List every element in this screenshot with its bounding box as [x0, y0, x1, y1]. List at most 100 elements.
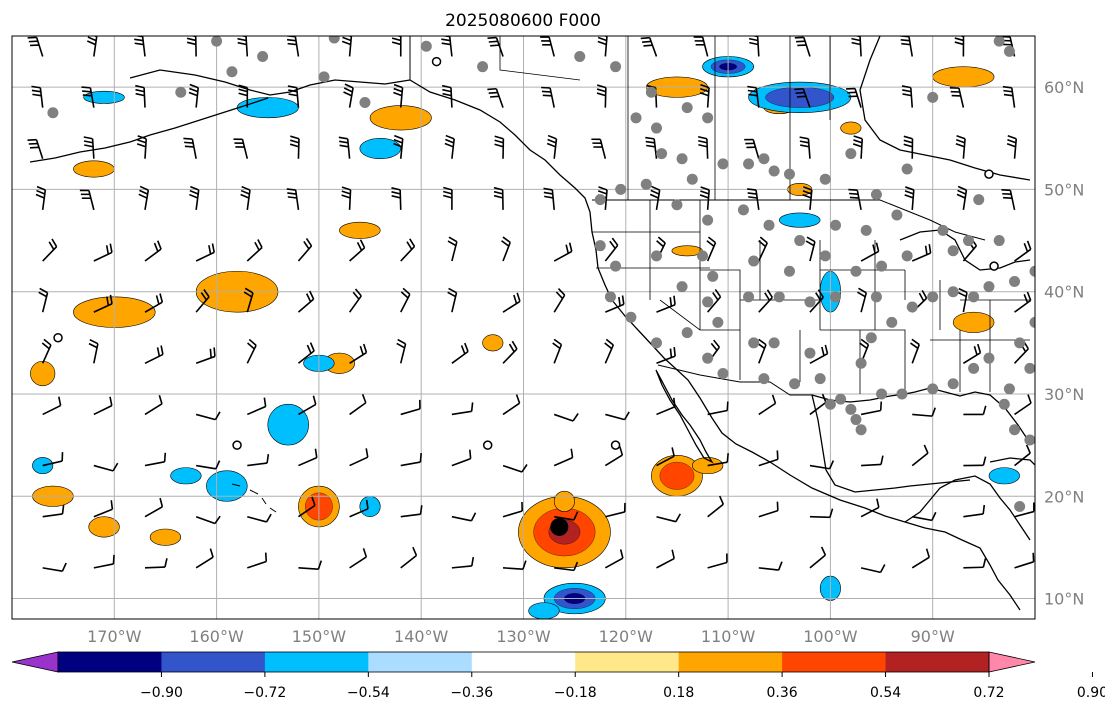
- barb-feather: [1003, 89, 1013, 93]
- barb-staff: [451, 565, 472, 569]
- barb-feather: [597, 190, 607, 195]
- barb-feather: [61, 504, 65, 515]
- barb-feather: [341, 194, 351, 199]
- wind-barb: [341, 186, 352, 210]
- us-canada-border: [592, 199, 986, 241]
- barb-feather: [672, 397, 676, 407]
- wind-barb: [349, 239, 366, 262]
- longitude-label: 110°W: [701, 627, 756, 646]
- barb-feather: [241, 185, 251, 191]
- barb-feather: [215, 460, 221, 470]
- barb-feather: [604, 342, 613, 350]
- station-dot: [702, 352, 714, 364]
- barb-feather: [448, 287, 457, 294]
- barb-feather: [209, 548, 214, 558]
- barb-feather: [189, 83, 199, 89]
- barb-feather: [303, 241, 310, 250]
- barb-feather: [290, 139, 300, 144]
- barb-feather: [87, 36, 97, 42]
- wind-barb: [451, 556, 475, 569]
- wind-barb: [744, 138, 760, 159]
- station-dot: [768, 337, 780, 349]
- barb-feather: [795, 91, 805, 95]
- wind-barb: [758, 450, 779, 467]
- barb-feather: [821, 346, 825, 356]
- barb-feather: [956, 135, 966, 140]
- calm-wind-circle: [232, 440, 242, 450]
- station-dot: [604, 291, 616, 303]
- barb-staff: [195, 515, 216, 525]
- station-dot: [789, 378, 801, 390]
- station-dot: [998, 398, 1010, 410]
- barb-feather: [159, 497, 164, 508]
- wind-barb: [42, 562, 67, 572]
- barb-staff: [93, 404, 113, 416]
- wind-barb: [135, 84, 146, 108]
- barb-staff: [195, 413, 216, 421]
- barb-feather: [493, 190, 503, 195]
- barb-staff: [93, 508, 113, 518]
- wind-barb: [1002, 85, 1016, 108]
- station-dot: [927, 91, 939, 103]
- wind-barb: [802, 186, 813, 210]
- barb-feather: [748, 37, 759, 42]
- barb-feather: [924, 245, 928, 255]
- wind-barb: [297, 342, 315, 364]
- barb-feather: [441, 38, 451, 42]
- barb-feather: [135, 88, 145, 93]
- barb-feather: [393, 91, 403, 97]
- barb-staff: [912, 413, 933, 417]
- station-dot: [768, 165, 780, 177]
- barb-feather: [238, 88, 248, 93]
- barb-feather: [188, 91, 198, 97]
- wind-barb: [400, 505, 423, 518]
- wind-barb: [27, 36, 44, 57]
- barb-feather: [829, 508, 834, 518]
- barb-staff: [400, 408, 421, 416]
- station-dot: [850, 265, 862, 277]
- colorbar-tick-label: −0.72: [243, 685, 286, 701]
- station-dot: [359, 96, 371, 108]
- latitude-label: 40°N: [1044, 283, 1084, 302]
- longitude-label: 90°W: [911, 627, 955, 646]
- wind-barb: [144, 497, 164, 518]
- station-dot: [574, 50, 586, 62]
- barb-feather: [43, 338, 52, 346]
- barb-feather: [817, 289, 824, 298]
- barb-feather: [542, 94, 552, 97]
- barb-staff: [860, 506, 880, 518]
- barb-feather: [903, 135, 913, 140]
- barb-feather: [356, 242, 363, 251]
- barb-feather: [1023, 294, 1029, 304]
- barb-feather: [596, 88, 606, 93]
- wind-barb: [501, 236, 511, 262]
- barb-feather: [1027, 394, 1032, 404]
- wind-barb: [451, 402, 474, 416]
- colorbar-tick-label: 0.18: [663, 685, 694, 701]
- barb-feather: [958, 287, 968, 294]
- barb-feather: [343, 91, 353, 97]
- barb-feather: [263, 397, 267, 407]
- barb-feather: [1002, 85, 1012, 89]
- wind-barb: [707, 495, 725, 518]
- colorbar-segment: [58, 652, 162, 672]
- barb-feather: [954, 37, 964, 42]
- positive-anomaly: [932, 66, 995, 88]
- wind-barb: [707, 401, 729, 416]
- barb-feather: [900, 38, 910, 42]
- wind-barb: [955, 135, 966, 159]
- wind-barb: [693, 36, 709, 57]
- wind-barb: [35, 185, 47, 210]
- station-dot: [676, 281, 688, 293]
- station-dot: [1045, 302, 1056, 313]
- barb-staff: [860, 409, 881, 416]
- colorbar-segment: [782, 652, 887, 672]
- wind-barb: [400, 238, 416, 262]
- station-dot: [257, 50, 269, 62]
- barb-feather: [448, 236, 458, 243]
- wind-barb: [697, 135, 709, 159]
- barb-feather: [777, 561, 783, 571]
- wind-barb: [747, 85, 760, 108]
- barb-staff: [604, 454, 623, 467]
- station-dot: [1014, 500, 1026, 512]
